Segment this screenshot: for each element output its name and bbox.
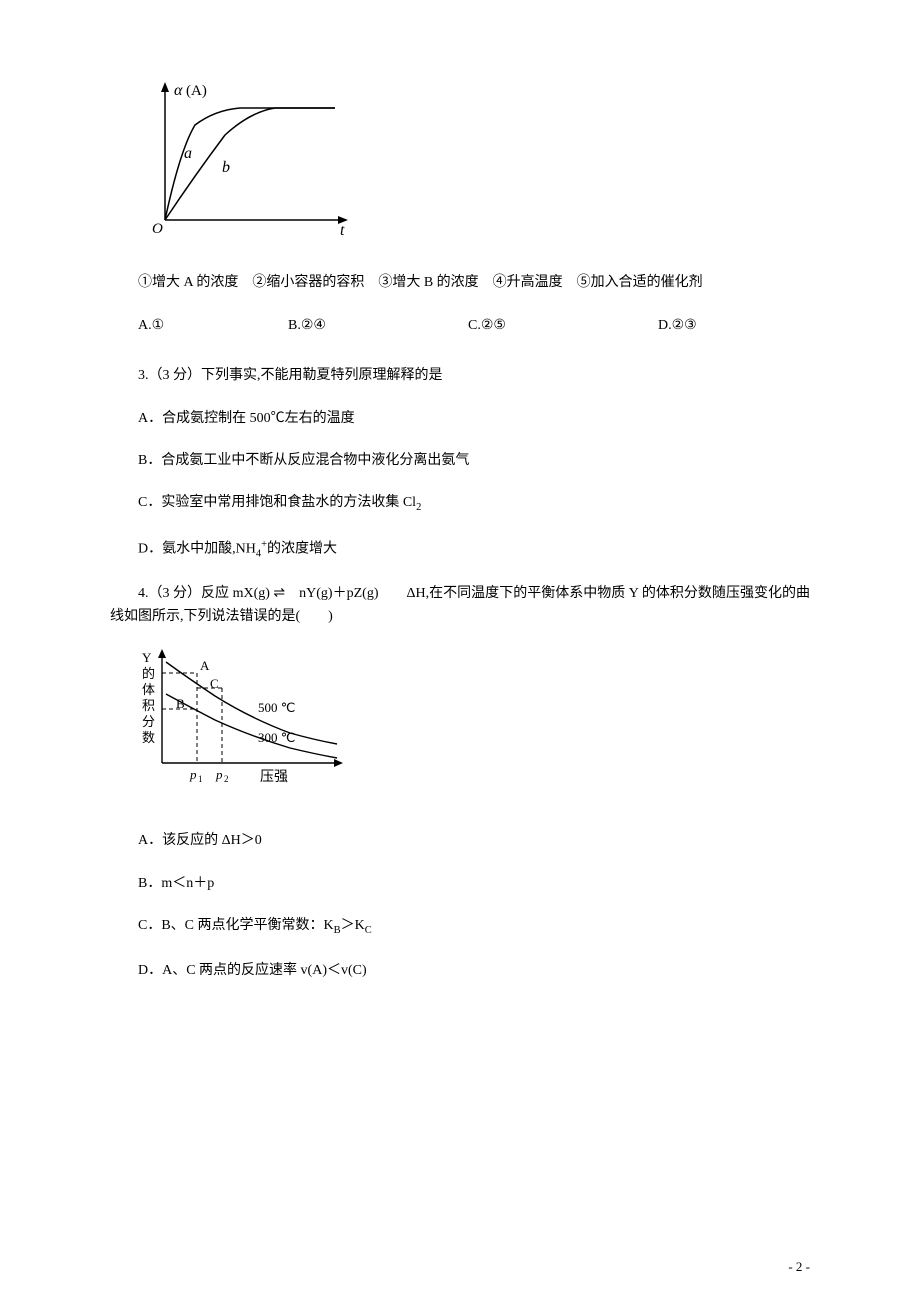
svg-text:500 ℃: 500 ℃ [258, 700, 295, 715]
q3-d-pre: D．氨水中加酸,NH [138, 542, 256, 557]
svg-text:300 ℃: 300 ℃ [258, 730, 295, 745]
q4-opt-b: B．m＜n＋p [110, 873, 810, 895]
q3-opt-c: C．实验室中常用排饱和食盐水的方法收集 Cl2 [110, 492, 810, 517]
svg-text:分: 分 [142, 714, 155, 729]
alpha-a-chart-svg: α (A) a b O t [140, 80, 360, 240]
q4-opt-d: D．A、C 两点的反应速率 v(A)＜v(C) [110, 960, 810, 982]
svg-text:Y: Y [142, 650, 152, 665]
svg-text:2: 2 [224, 774, 229, 784]
q2-opt-b: B.②④ [260, 315, 440, 337]
svg-text:1: 1 [198, 774, 203, 784]
svg-text:b: b [222, 159, 230, 176]
svg-text:压强: 压强 [260, 770, 288, 785]
svg-text:积: 积 [142, 698, 155, 713]
q2-opt-d: D.②③ [630, 315, 780, 337]
svg-text:体: 体 [142, 682, 155, 697]
svg-text:C: C [210, 676, 219, 691]
q2-opt-a: A.① [110, 315, 260, 337]
q3-d-post: 的浓度增大 [267, 542, 337, 557]
figure-q4-chart: Y 的 体 积 分 数 A B C 500 ℃ 300 ℃ p 1 p 2 压强 [140, 648, 810, 806]
y-fraction-chart-svg: Y 的 体 积 分 数 A B C 500 ℃ 300 ℃ p 1 p 2 压强 [140, 648, 370, 798]
svg-text:(A): (A) [186, 83, 207, 99]
svg-text:O: O [152, 221, 163, 237]
q2-options: A.① B.②④ C.②⑤ D.②③ [110, 315, 810, 337]
svg-text:p: p [215, 767, 223, 782]
page-number: - 2 - [788, 1257, 810, 1278]
svg-text:α: α [174, 82, 183, 99]
q2-opt-c: C.②⑤ [440, 315, 630, 337]
q3-opt-a: A．合成氨控制在 500℃左右的温度 [110, 408, 810, 430]
q3-opt-b: B．合成氨工业中不断从反应混合物中液化分离出氨气 [110, 450, 810, 472]
q4-c-pre: C．B、C 两点化学平衡常数：K [138, 918, 334, 933]
svg-text:的: 的 [142, 666, 155, 681]
q4-c-sub2: C [365, 925, 372, 936]
svg-text:数: 数 [142, 730, 155, 745]
q4-c-mid: ＞K [341, 918, 365, 933]
q3-d-sub: 4 [256, 548, 261, 559]
svg-text:p: p [189, 767, 197, 782]
q4-opt-c: C．B、C 两点化学平衡常数：KB＞KC [110, 915, 810, 940]
svg-text:B: B [176, 696, 185, 711]
q4-c-sub1: B [334, 925, 341, 936]
q3-stem: 3.（3 分）下列事实,不能用勒夏特列原理解释的是 [110, 365, 810, 387]
q4-opt-a: A．该反应的 ΔH＞0 [110, 830, 810, 852]
q4-stem: 4.（3 分）反应 mX(g) ⇌ nY(g)＋pZ(g) ΔH,在不同温度下的… [110, 583, 810, 628]
svg-text:A: A [200, 658, 210, 673]
q3-c-pre: C．实验室中常用排饱和食盐水的方法收集 Cl [138, 495, 416, 510]
svg-text:a: a [184, 145, 192, 162]
svg-text:t: t [340, 222, 345, 239]
q3-opt-d: D．氨水中加酸,NH4+的浓度增大 [110, 537, 810, 563]
q3-c-sub: 2 [416, 502, 421, 513]
q2-conditions: ①增大 A 的浓度 ②缩小容器的容积 ③增大 B 的浓度 ④升高温度 ⑤加入合适… [110, 272, 810, 294]
figure-q2-chart: α (A) a b O t [140, 80, 810, 248]
